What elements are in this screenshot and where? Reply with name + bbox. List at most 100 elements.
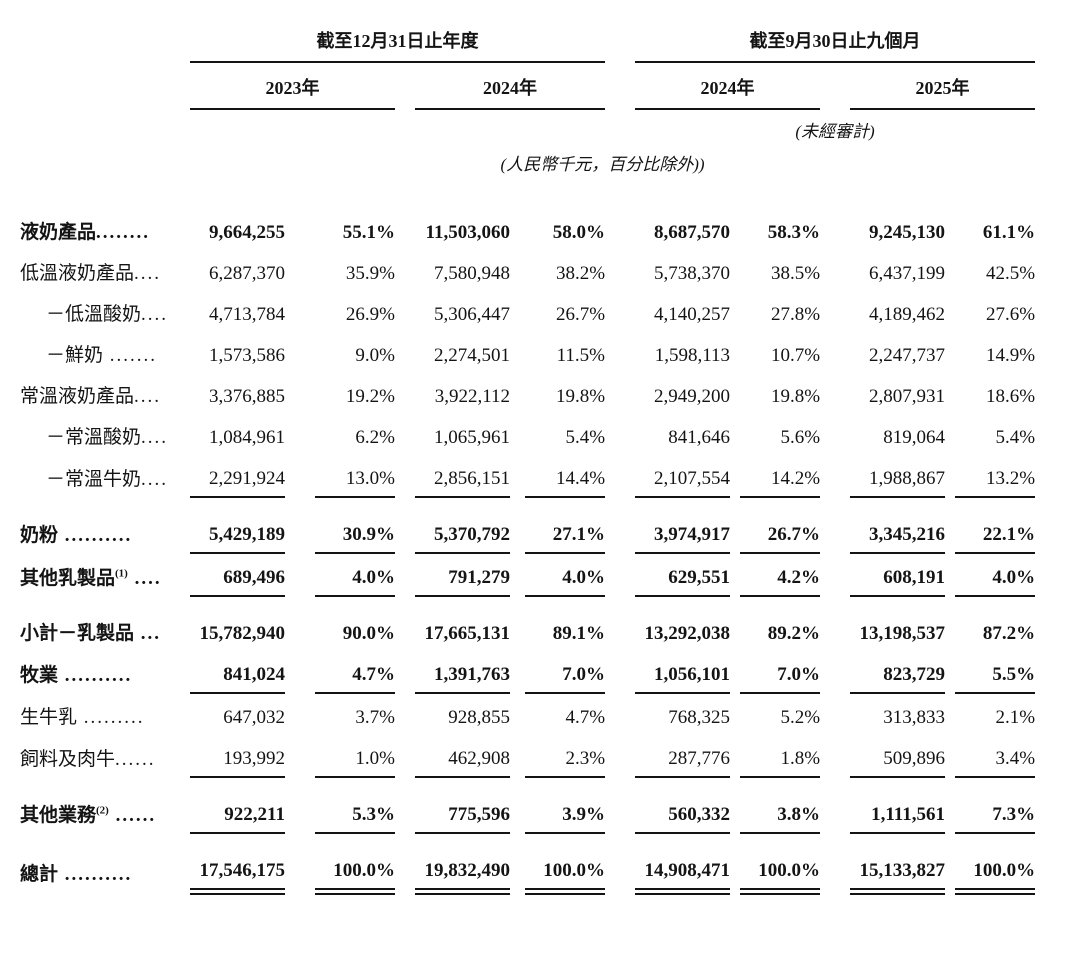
column-gap <box>395 497 415 553</box>
column-gap <box>730 777 740 833</box>
column-gap <box>945 291 955 332</box>
column-gap <box>285 291 315 332</box>
percent-cell: 3.9% <box>525 777 606 834</box>
amount-cell: 3,345,216 <box>850 497 946 554</box>
column-gap <box>605 693 635 735</box>
column-gap <box>730 250 740 291</box>
amount-cell: 9,245,130 <box>869 222 946 243</box>
column-gap <box>170 414 190 455</box>
amount-cell: 5,370,792 <box>415 497 510 554</box>
column-gap <box>730 596 740 651</box>
column-gap <box>605 414 635 455</box>
amount-cell: 775,596 <box>415 777 510 834</box>
amount-cell: 5,738,370 <box>654 263 731 284</box>
row-label-text: 其他乳製品 <box>20 568 116 589</box>
amount-cell: 15,782,940 <box>199 623 286 644</box>
dot-leader: .... <box>141 469 169 490</box>
dot-leader: ... <box>134 623 162 644</box>
amount-cell: 823,729 <box>850 651 946 694</box>
column-gap <box>510 553 525 596</box>
table-row: 牧業 .......... 841,024 4.7% 1,391,763 7.0% 1,0… <box>20 651 1036 694</box>
column-gap <box>170 735 190 777</box>
column-gap <box>395 332 415 373</box>
amount-cell: 4,713,784 <box>209 304 285 325</box>
row-label: 奶粉 .......... <box>20 497 170 553</box>
dot-leader: .......... <box>58 863 133 885</box>
column-gap <box>605 373 635 414</box>
dot-leader: .... <box>134 386 162 407</box>
column-gap <box>510 332 525 373</box>
period-group-row: 截至12月31日止年度 截至9月30日止九個月 <box>20 30 1036 63</box>
amount-cell: 2,274,501 <box>434 345 510 366</box>
percent-cell: 1.0% <box>315 735 395 778</box>
row-label-text: －低溫酸奶 <box>46 304 142 325</box>
amount-cell: 647,032 <box>223 707 285 728</box>
amount-cell: 928,855 <box>448 707 510 728</box>
column-gap <box>285 332 315 373</box>
table-row: 常溫液奶產品.... 3,376,885 19.2% 3,922,112 19.8% 2,… <box>20 373 1035 414</box>
column-gap <box>170 291 190 332</box>
percent-cell: 3.7% <box>355 707 395 728</box>
amount-cell: 629,551 <box>635 553 731 597</box>
column-gap <box>510 735 525 777</box>
amount-cell: 14,908,471 <box>635 833 731 895</box>
table-row: －常溫酸奶.... 1,084,961 6.2% 1,065,961 5.4% 841,6… <box>20 414 1035 455</box>
percent-cell: 26.7% <box>555 304 606 325</box>
column-gap <box>170 250 190 291</box>
column-gap <box>605 332 635 373</box>
column-gap <box>170 777 190 833</box>
row-label-text: 常溫液奶產品 <box>20 386 135 407</box>
column-gap <box>605 553 635 596</box>
column-gap <box>730 497 740 553</box>
amount-cell: 17,665,131 <box>424 623 511 644</box>
row-label: －常溫酸奶.... <box>20 414 170 455</box>
table-row: 其他乳製品(1) .... 689,496 4.0% 791,279 4.0% 629,5… <box>20 553 1036 597</box>
percent-cell: 2.3% <box>525 735 606 778</box>
row-label-text: 小計－乳製品 <box>20 623 135 644</box>
percent-cell: 5.6% <box>780 427 821 448</box>
period-header-annual: 截至12月31日止年度 <box>190 30 606 63</box>
amount-cell: 768,325 <box>668 707 731 728</box>
column-gap <box>945 332 955 373</box>
row-label: 飼料及肉牛...... <box>20 735 170 777</box>
amount-cell: 19,832,490 <box>415 833 510 895</box>
amount-cell: 1,598,113 <box>654 345 731 366</box>
row-label: 小計－乳製品 ... <box>20 596 170 651</box>
dot-leader: ...... <box>108 805 157 826</box>
column-gap <box>945 693 955 735</box>
table-row: 生牛乳 ......... 647,032 3.7% 928,855 4.7% 768,3… <box>20 693 1035 735</box>
percent-cell: 5.2% <box>780 707 821 728</box>
column-gap <box>285 176 315 250</box>
column-gap <box>730 373 740 414</box>
column-gap <box>395 596 415 651</box>
period-header-nine-months: 截至9月30日止九個月 <box>635 30 1036 63</box>
amount-cell: 7,580,948 <box>434 263 510 284</box>
table-row: 總計 .......... 17,546,175 100.0% 19,832,490 1… <box>20 833 1036 895</box>
column-gap <box>510 176 525 250</box>
column-gap <box>730 455 740 497</box>
currency-note-row: (人民幣千元，百分比除外)) <box>20 143 1035 176</box>
amount-cell: 313,833 <box>883 707 946 728</box>
amount-cell: 8,687,570 <box>654 222 731 243</box>
amount-cell: 6,287,370 <box>209 263 285 284</box>
percent-cell: 19.8% <box>555 386 606 407</box>
column-gap <box>170 176 190 250</box>
amount-cell: 3,376,885 <box>209 386 285 407</box>
percent-cell: 7.3% <box>955 777 1036 834</box>
column-gap <box>395 291 415 332</box>
row-label: 生牛乳 ......... <box>20 693 170 735</box>
column-gap <box>730 651 740 693</box>
unaudited-note-row: (未經審計) <box>20 109 1035 143</box>
percent-cell: 38.2% <box>555 263 606 284</box>
column-gap <box>820 553 850 596</box>
amount-cell: 193,992 <box>190 735 285 778</box>
percent-cell: 5.4% <box>565 427 606 448</box>
percent-cell: 14.2% <box>740 455 821 498</box>
table-row: －鮮奶 ....... 1,573,586 9.0% 2,274,501 11.5% 1,… <box>20 332 1035 373</box>
column-gap <box>945 497 955 553</box>
row-label-text: －常溫酸奶 <box>46 427 142 448</box>
percent-cell: 55.1% <box>342 222 395 243</box>
column-gap <box>395 651 415 693</box>
column-gap <box>605 735 635 777</box>
amount-cell: 287,776 <box>635 735 731 778</box>
